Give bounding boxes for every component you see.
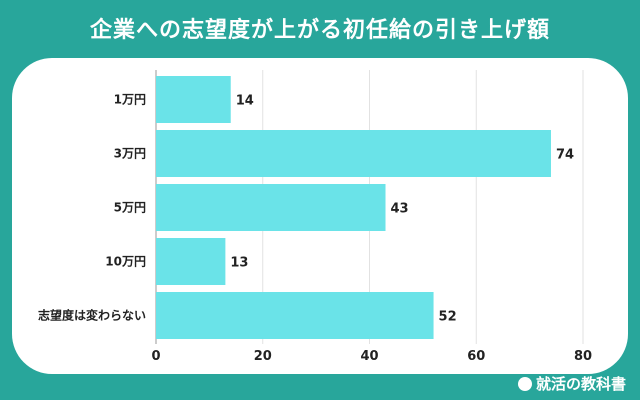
category-label: 10万円 bbox=[105, 255, 146, 269]
category-label: 1万円 bbox=[114, 93, 146, 107]
bar bbox=[156, 130, 551, 177]
data-label: 52 bbox=[439, 310, 457, 325]
data-label: 74 bbox=[556, 148, 574, 163]
chart-title: 企業への志望度が上がる初任給の引き上げ額 bbox=[89, 18, 550, 43]
bar bbox=[156, 184, 386, 231]
bar bbox=[156, 292, 434, 339]
data-label: 13 bbox=[230, 256, 248, 271]
brand-name: 就活の教科書 bbox=[535, 375, 626, 393]
x-tick-label: 0 bbox=[151, 349, 160, 364]
x-tick-label: 80 bbox=[574, 349, 592, 364]
x-tick-label: 20 bbox=[254, 349, 272, 364]
bar bbox=[156, 76, 231, 123]
data-label: 14 bbox=[236, 94, 254, 109]
category-label: 5万円 bbox=[114, 201, 146, 215]
brand-logo: 就活の教科書 bbox=[517, 373, 626, 394]
x-tick-label: 40 bbox=[360, 349, 378, 364]
category-label: 3万円 bbox=[114, 147, 146, 161]
x-tick-label: 60 bbox=[467, 349, 485, 364]
bar bbox=[156, 238, 226, 285]
category-label: 志望度は変わらない bbox=[38, 308, 146, 323]
logo-icon bbox=[517, 376, 532, 391]
data-label: 43 bbox=[391, 202, 409, 217]
